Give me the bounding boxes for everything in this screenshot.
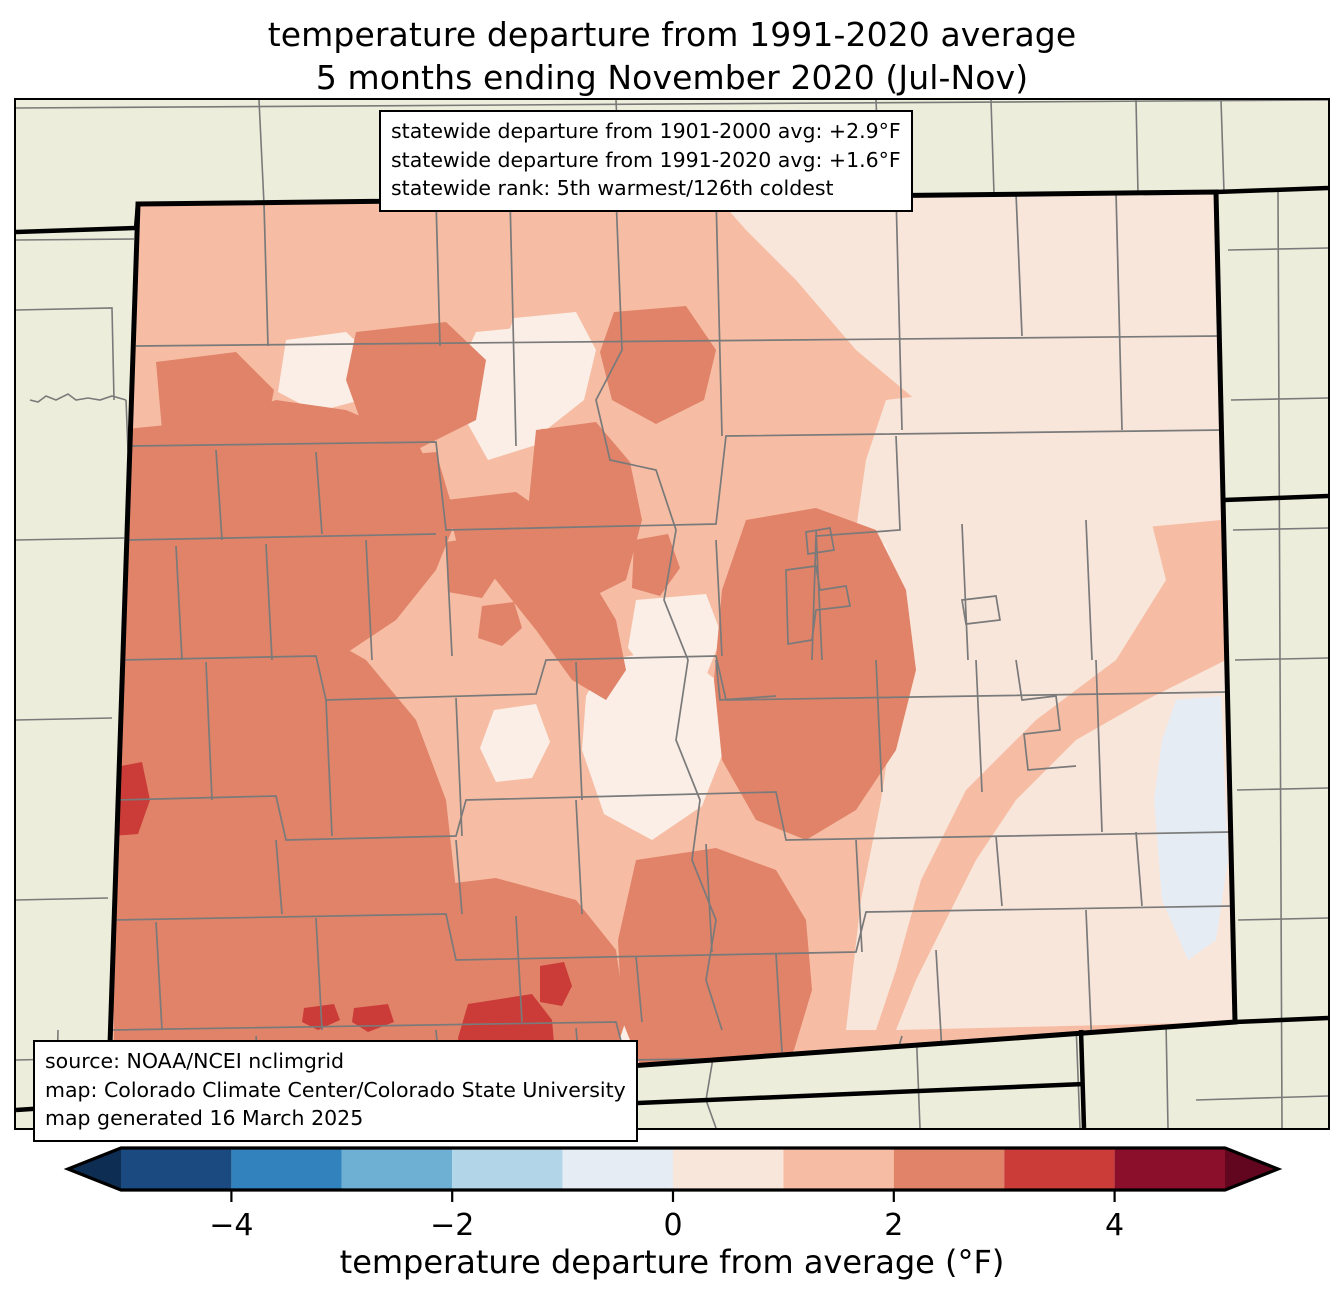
colorbar-tick-labels: −4 −2 0 2 4 (209, 1208, 1124, 1243)
county-boundaries (109, 192, 1235, 1103)
contour-band-2-3-nc2 (528, 422, 642, 600)
colorado-temperature-map (16, 100, 1328, 1128)
colorbar-band-4 (562, 1148, 673, 1190)
colorbar-outline (63, 1146, 1283, 1192)
title-line-1: temperature departure from 1991-2020 ave… (267, 15, 1077, 54)
source-line-3: map generated 16 March 2025 (45, 1106, 364, 1131)
colorbar-band-3 (452, 1148, 563, 1190)
colorbar-tick-label-1: −2 (430, 1208, 474, 1243)
colorbar-axis-label: temperature departure from average (°F) (339, 1243, 1005, 1281)
contour-band-2-3-nw1 (156, 352, 274, 456)
colorbar-bands (68, 1148, 1278, 1190)
stats-line-1: statewide departure from 1901-2000 avg: … (391, 119, 901, 143)
colorbar-band-5 (673, 1148, 784, 1190)
source-credit-box: source: NOAA/NCEI nclimgrid map: Colorad… (33, 1040, 638, 1143)
colorbar-band-1 (231, 1148, 342, 1190)
colorbar-svg: −4 −2 0 2 4 (63, 1146, 1283, 1243)
colorbar-border (63, 1146, 1283, 1192)
contour-band-2-3-sm2 (478, 602, 522, 646)
contour-band-2-3-se (618, 848, 812, 1104)
contour-band-0-1-c (846, 385, 1166, 1030)
contour-band-2-3-ec (714, 508, 916, 840)
colorbar-tick-label-2: 0 (663, 1208, 682, 1243)
colorbar-band-8 (1004, 1148, 1115, 1190)
contour-band-2-3-nw3 (600, 306, 716, 424)
temperature-contours (108, 192, 1235, 1104)
stats-line-3: statewide rank: 5th warmest/126th coldes… (391, 176, 834, 201)
colorbar-band-6 (783, 1148, 894, 1190)
contour-band-2-3-nw4 (334, 452, 456, 590)
map-panel (14, 98, 1330, 1130)
stats-line-2: statewide departure from 1991-2020 avg: … (391, 147, 901, 172)
contour-band-neg1-0 (1154, 696, 1228, 960)
colorbar-tick-label-0: −4 (209, 1208, 253, 1243)
colorbar-band-7 (893, 1148, 1005, 1190)
colorbar-band-9 (1114, 1148, 1225, 1190)
contour-band-0-1-ne (716, 192, 1221, 530)
contour-band-2-3-nw2 (346, 322, 486, 450)
colorbar-over-arrow (1225, 1148, 1278, 1190)
colorbar-band-2 (341, 1148, 453, 1190)
colorbar-panel: −4 −2 0 2 4 temperature departure from avera… (0, 1138, 1344, 1299)
contour-band-2-3-sm1 (446, 536, 502, 598)
colorbar-band-0 (121, 1148, 232, 1190)
contour-band-2-3-nc (446, 492, 626, 700)
contour-band-3-4-hotspot-small (540, 962, 572, 1006)
colorbar-ticks (230, 1190, 1116, 1202)
contour-band-0-1-patch5 (480, 704, 550, 782)
figure-title: temperature departure from 1991-2020 ave… (0, 14, 1344, 100)
contour-band-0-1-patch6 (582, 648, 728, 840)
colorbar-tick-label-4: 4 (1105, 1208, 1124, 1243)
colorbar-under-arrow (68, 1148, 121, 1190)
title-line-2: 5 months ending November 2020 (Jul-Nov) (315, 57, 1029, 97)
source-line-1: source: NOAA/NCEI nclimgrid (45, 1049, 345, 1073)
statewide-stats-box: statewide departure from 1901-2000 avg: … (379, 110, 913, 213)
source-line-2: map: Colorado Climate Center/Colorado St… (45, 1077, 626, 1102)
colorbar-tick-label-3: 2 (884, 1208, 903, 1243)
